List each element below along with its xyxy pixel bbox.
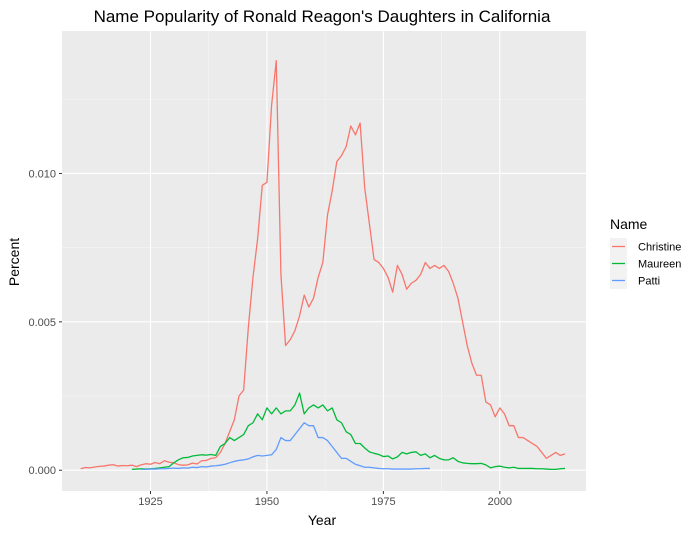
series-lines [80,60,566,470]
series-line-maureen [131,392,566,470]
major-gridlines [62,31,586,491]
x-tick-label: 1925 [138,496,162,508]
y-tick-label: 0.010 [28,168,56,180]
series-line-patti [141,422,430,470]
legend-label-maureen: Maureen [638,259,681,271]
series-line-christine [80,60,566,470]
legend-title: Name [610,216,648,232]
x-axis: 1925 1950 1975 2000 [138,491,512,508]
x-tick-label: 1975 [371,496,395,508]
plot-panel [62,31,586,491]
minor-gridlines [62,31,586,491]
x-axis-title: Year [308,512,337,528]
legend-label-christine: Christine [638,242,681,254]
legend-label-patti: Patti [638,276,660,288]
x-tick-label: 1950 [255,496,279,508]
chart-title: Name Popularity of Ronald Reagon's Daugh… [94,7,551,26]
y-axis-title: Percent [6,238,22,286]
y-axis: 0.000 0.005 0.010 [28,168,62,477]
y-tick-label: 0.005 [28,317,56,329]
y-tick-label: 0.000 [28,465,56,477]
x-tick-label: 2000 [488,496,512,508]
legend: Name Christine Maureen Patti [610,216,681,289]
